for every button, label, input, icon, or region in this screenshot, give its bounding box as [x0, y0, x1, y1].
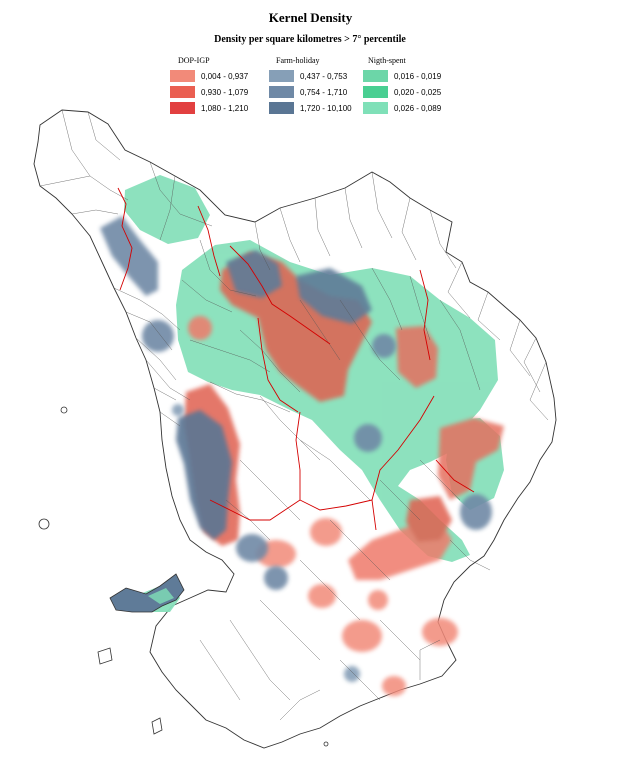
legend-swatch: [269, 70, 294, 82]
legend-swatch: [170, 86, 195, 98]
density-zone-red-small-5: [422, 618, 458, 646]
province-boundary: [295, 411, 301, 500]
legend-item-farm-1: 0,437 - 0,753: [269, 70, 347, 82]
density-zone-blue-argentario: [344, 666, 360, 682]
province-boundary: [299, 499, 373, 511]
density-zone-island-green: [148, 588, 174, 604]
density-zone-blue-pisa: [142, 320, 174, 352]
legend-swatch: [269, 86, 294, 98]
legend-swatch: [363, 86, 388, 98]
legend-label: 0,437 - 0,753: [300, 71, 348, 81]
density-zone-blue-small: [172, 404, 184, 416]
density-zone-red-small-4: [342, 620, 382, 652]
legend-label: 0,754 - 1,710: [300, 87, 348, 97]
density-zone-blue-valdarno: [372, 334, 396, 358]
map-subtitle: Density per square kilometres > 7° perce…: [214, 34, 406, 45]
density-zone-green-north: [124, 175, 210, 244]
municipal-boundaries: [39, 109, 549, 721]
province-boundary: [371, 395, 435, 501]
island-capraia: [38, 518, 50, 530]
density-zone-red-small-8: [368, 590, 388, 610]
legend-label: 1,080 - 1,210: [201, 103, 249, 113]
legend-label: 0,016 - 0,019: [394, 71, 442, 81]
legend-swatch: [170, 102, 195, 114]
legend-item-dop-3: 1,080 - 1,210: [170, 102, 248, 114]
legend-group-dop-igp-title: DOP-IGP: [178, 56, 210, 65]
density-zone-blue-siena: [354, 424, 382, 452]
density-zone-red-small-7: [188, 316, 212, 340]
density-zone-blue-versilia: [100, 216, 158, 296]
province-boundary: [257, 317, 299, 413]
province-boundary: [371, 499, 377, 531]
legend-item-farm-3: 1,720 - 10,100: [269, 102, 352, 114]
density-zone-red-small-1: [310, 518, 342, 546]
legend-item-dop-2: 0,930 - 1,079: [170, 86, 248, 98]
elba-island: [109, 573, 185, 613]
legend-item-night-3: 0,026 - 0,089: [363, 102, 441, 114]
legend-swatch: [269, 102, 294, 114]
legend-label: 0,026 - 0,089: [394, 103, 442, 113]
island-pianosa: [97, 647, 113, 665]
legend-label: 0,020 - 0,025: [394, 87, 442, 97]
legend-item-night-1: 0,016 - 0,019: [363, 70, 441, 82]
density-zone-blue-coast: [176, 410, 232, 540]
density-zone-blue-amiata: [460, 494, 492, 530]
legend-label: 0,930 - 1,079: [201, 87, 249, 97]
legend-swatch: [363, 102, 388, 114]
density-zone-red-montalcino: [406, 496, 452, 542]
island-montecristo: [151, 717, 163, 735]
island-gorgona: [60, 406, 68, 414]
legend-swatch: [363, 70, 388, 82]
province-boundary: [117, 187, 133, 291]
density-zone-blue-arezzo: [296, 268, 372, 324]
legend-item-farm-2: 0,754 - 1,710: [269, 86, 347, 98]
legend-item-night-2: 0,020 - 0,025: [363, 86, 441, 98]
province-boundary: [197, 205, 221, 277]
province-boundary: [229, 245, 331, 345]
minor-islands: [38, 406, 329, 747]
legend-swatch: [170, 70, 195, 82]
density-zone-green-central: [176, 240, 498, 562]
density-zone-red-southeast: [438, 418, 504, 500]
province-boundary: [209, 499, 301, 521]
density-zone-blue-grosseto: [264, 566, 288, 590]
province-boundaries: [117, 187, 475, 531]
density-zone-red-valdichiana: [396, 326, 438, 388]
region-outline: [33, 109, 557, 749]
density-zone-blue-follonica: [236, 534, 268, 562]
province-boundary: [419, 269, 431, 361]
legend-group-farm-holiday-title: Farm-holiday: [276, 56, 320, 65]
legend-label: 0,004 - 0,937: [201, 71, 249, 81]
density-zone-red-small-2: [308, 584, 336, 608]
map-title: Kernel Density: [268, 10, 353, 25]
legend-label: 1,720 - 10,100: [300, 103, 352, 113]
density-zone-red-small-6: [382, 676, 406, 696]
province-boundary: [435, 459, 475, 493]
legend-group-nigth-spent-title: Nigth-spent: [368, 56, 406, 65]
legend-item-dop-1: 0,004 - 0,937: [170, 70, 248, 82]
island-giglio: [323, 741, 329, 747]
